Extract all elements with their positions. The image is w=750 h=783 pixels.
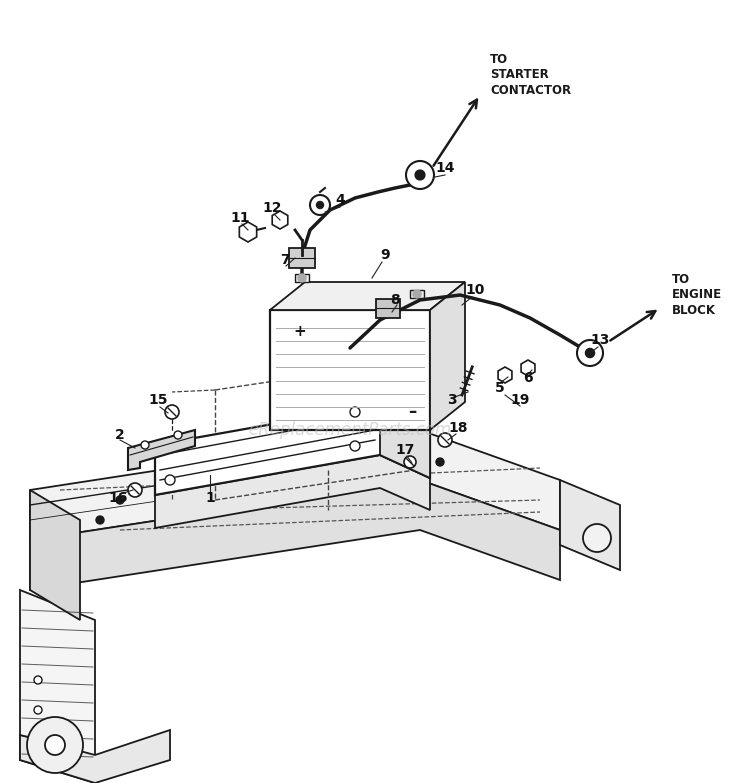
Text: 18: 18: [448, 421, 468, 435]
Circle shape: [174, 431, 182, 439]
Circle shape: [128, 483, 142, 497]
Circle shape: [165, 442, 175, 452]
Polygon shape: [239, 222, 256, 242]
Polygon shape: [380, 405, 430, 478]
Circle shape: [438, 433, 452, 447]
Circle shape: [216, 504, 224, 512]
Text: 15: 15: [148, 393, 168, 407]
Polygon shape: [521, 360, 535, 376]
Polygon shape: [128, 430, 195, 470]
Circle shape: [116, 496, 124, 504]
Circle shape: [583, 524, 611, 552]
Circle shape: [310, 195, 330, 215]
Text: –: –: [408, 403, 416, 421]
Bar: [410, 290, 424, 298]
Circle shape: [165, 405, 179, 419]
Text: 2: 2: [116, 428, 124, 442]
Bar: [376, 298, 400, 317]
Text: eReplacementParts.com: eReplacementParts.com: [248, 421, 452, 439]
Polygon shape: [30, 430, 560, 540]
Polygon shape: [498, 367, 512, 383]
Circle shape: [413, 290, 421, 298]
Text: TO
ENGINE
BLOCK: TO ENGINE BLOCK: [672, 273, 722, 317]
Text: 19: 19: [510, 393, 530, 407]
Text: 7: 7: [280, 253, 290, 267]
Text: 11: 11: [230, 211, 250, 225]
Bar: [295, 274, 309, 282]
Text: 12: 12: [262, 201, 282, 215]
Polygon shape: [20, 590, 95, 783]
Text: 10: 10: [465, 283, 484, 297]
Circle shape: [404, 456, 416, 468]
Text: 14: 14: [435, 161, 454, 175]
Polygon shape: [30, 490, 80, 620]
Bar: [289, 248, 315, 268]
Circle shape: [350, 407, 360, 417]
Polygon shape: [155, 455, 430, 528]
Text: 8: 8: [390, 293, 400, 307]
Circle shape: [350, 441, 360, 451]
Circle shape: [406, 161, 434, 189]
Circle shape: [316, 468, 324, 476]
Polygon shape: [430, 282, 465, 430]
Circle shape: [34, 676, 42, 684]
Polygon shape: [560, 480, 620, 570]
Polygon shape: [30, 480, 560, 590]
Text: 9: 9: [380, 248, 390, 262]
Text: 6: 6: [524, 371, 532, 385]
Bar: [270, 310, 430, 430]
Polygon shape: [155, 405, 430, 495]
Polygon shape: [270, 282, 465, 310]
Circle shape: [96, 516, 104, 524]
Circle shape: [27, 717, 83, 773]
Circle shape: [141, 441, 149, 449]
Circle shape: [34, 706, 42, 714]
Text: 17: 17: [395, 443, 415, 457]
Text: 16: 16: [108, 491, 128, 505]
Circle shape: [196, 481, 204, 489]
Circle shape: [577, 340, 603, 366]
Polygon shape: [20, 730, 170, 783]
Text: 4: 4: [335, 193, 345, 207]
Polygon shape: [272, 211, 288, 229]
Circle shape: [298, 274, 306, 282]
Text: 13: 13: [590, 333, 610, 347]
Circle shape: [436, 458, 444, 466]
Text: 1: 1: [205, 491, 214, 505]
Text: 5: 5: [495, 381, 505, 395]
Text: +: +: [294, 324, 306, 340]
Text: TO
STARTER
CONTACTOR: TO STARTER CONTACTOR: [490, 53, 572, 97]
Circle shape: [165, 475, 175, 485]
Circle shape: [586, 348, 595, 358]
Circle shape: [45, 735, 65, 755]
Circle shape: [415, 170, 425, 180]
Text: 3: 3: [447, 393, 457, 407]
Circle shape: [316, 201, 323, 208]
